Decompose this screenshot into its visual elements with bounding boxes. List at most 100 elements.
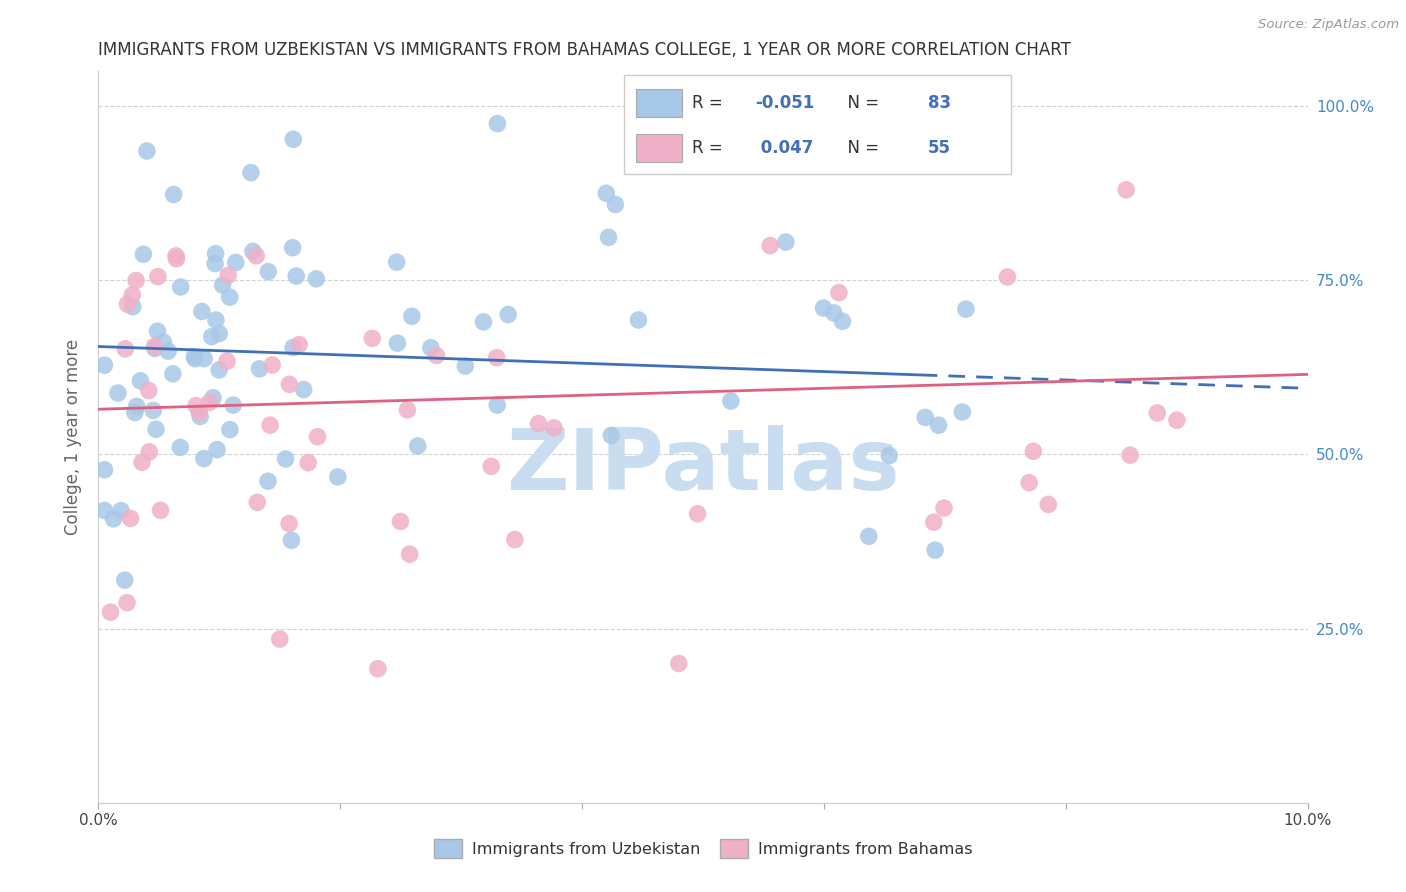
Point: [146, 269, 169, 284]
Point: [193, 351, 215, 366]
Point: [387, 336, 409, 351]
Point: [503, 533, 526, 547]
Point: [543, 421, 565, 435]
Text: N =: N =: [837, 94, 884, 112]
Point: [496, 308, 519, 322]
Point: [225, 255, 247, 269]
Point: [326, 470, 349, 484]
Text: R =: R =: [692, 94, 728, 112]
Point: [396, 402, 419, 417]
Point: [280, 533, 302, 548]
Point: [759, 238, 782, 252]
Point: [204, 246, 226, 260]
Point: [135, 144, 157, 158]
Point: [262, 358, 284, 372]
Point: [211, 278, 233, 293]
FancyBboxPatch shape: [624, 75, 1011, 174]
Text: IMMIGRANTS FROM UZBEKISTAN VS IMMIGRANTS FROM BAHAMAS COLLEGE, 1 YEAR OR MORE CO: IMMIGRANTS FROM UZBEKISTAN VS IMMIGRANTS…: [98, 41, 1071, 59]
Point: [93, 358, 115, 372]
Point: [858, 529, 880, 543]
Point: [121, 288, 143, 302]
Point: [249, 362, 271, 376]
Point: [188, 409, 211, 424]
Point: [1115, 183, 1137, 197]
Point: [454, 359, 477, 373]
Point: [215, 354, 238, 368]
Point: [278, 377, 301, 392]
Point: [307, 430, 329, 444]
FancyBboxPatch shape: [637, 135, 682, 162]
Point: [259, 418, 281, 433]
Point: [114, 342, 136, 356]
Text: R =: R =: [692, 139, 728, 157]
Point: [202, 391, 225, 405]
Point: [183, 350, 205, 364]
Point: [157, 344, 180, 359]
Point: [110, 503, 132, 517]
Point: [1146, 406, 1168, 420]
Point: [1038, 497, 1060, 511]
Point: [486, 398, 509, 412]
Point: [107, 386, 129, 401]
Point: [288, 337, 311, 351]
Point: [184, 399, 207, 413]
Point: [169, 441, 191, 455]
Point: [205, 442, 228, 457]
Point: [208, 363, 231, 377]
Point: [1022, 444, 1045, 458]
Point: [257, 474, 280, 488]
Text: 83: 83: [928, 94, 950, 112]
Point: [143, 339, 166, 353]
Point: [162, 367, 184, 381]
Point: [472, 315, 495, 329]
Point: [389, 515, 412, 529]
Point: [114, 573, 136, 587]
Point: [138, 445, 160, 459]
Point: [600, 428, 623, 442]
Point: [121, 300, 143, 314]
Point: [292, 383, 315, 397]
Point: [877, 449, 900, 463]
Point: [598, 230, 620, 244]
Text: 55: 55: [928, 139, 950, 157]
Point: [149, 503, 172, 517]
Point: [831, 314, 853, 328]
Point: [165, 249, 187, 263]
Point: [193, 451, 215, 466]
Point: [419, 341, 441, 355]
Point: [486, 117, 509, 131]
Point: [145, 422, 167, 436]
Point: [922, 515, 945, 529]
Point: [245, 249, 267, 263]
Point: [305, 272, 328, 286]
Point: [361, 331, 384, 345]
Point: [184, 351, 207, 366]
Point: [274, 451, 297, 466]
Point: [204, 256, 226, 270]
Point: [813, 301, 835, 315]
Point: [138, 384, 160, 398]
Point: [208, 326, 231, 341]
Point: [668, 657, 690, 671]
Point: [129, 374, 152, 388]
Point: [191, 304, 214, 318]
Point: [222, 398, 245, 412]
Point: [117, 297, 139, 311]
Point: [775, 235, 797, 249]
Point: [485, 351, 508, 365]
Point: [605, 197, 627, 211]
Point: [367, 662, 389, 676]
Point: [239, 166, 262, 180]
Point: [686, 507, 709, 521]
Point: [285, 268, 308, 283]
Point: [219, 423, 242, 437]
Point: [146, 324, 169, 338]
Point: [1119, 448, 1142, 462]
Point: [627, 313, 650, 327]
Text: N =: N =: [837, 139, 884, 157]
Point: [828, 285, 851, 300]
Point: [163, 187, 186, 202]
Point: [932, 501, 955, 516]
Point: [281, 341, 304, 355]
Point: [595, 186, 617, 201]
